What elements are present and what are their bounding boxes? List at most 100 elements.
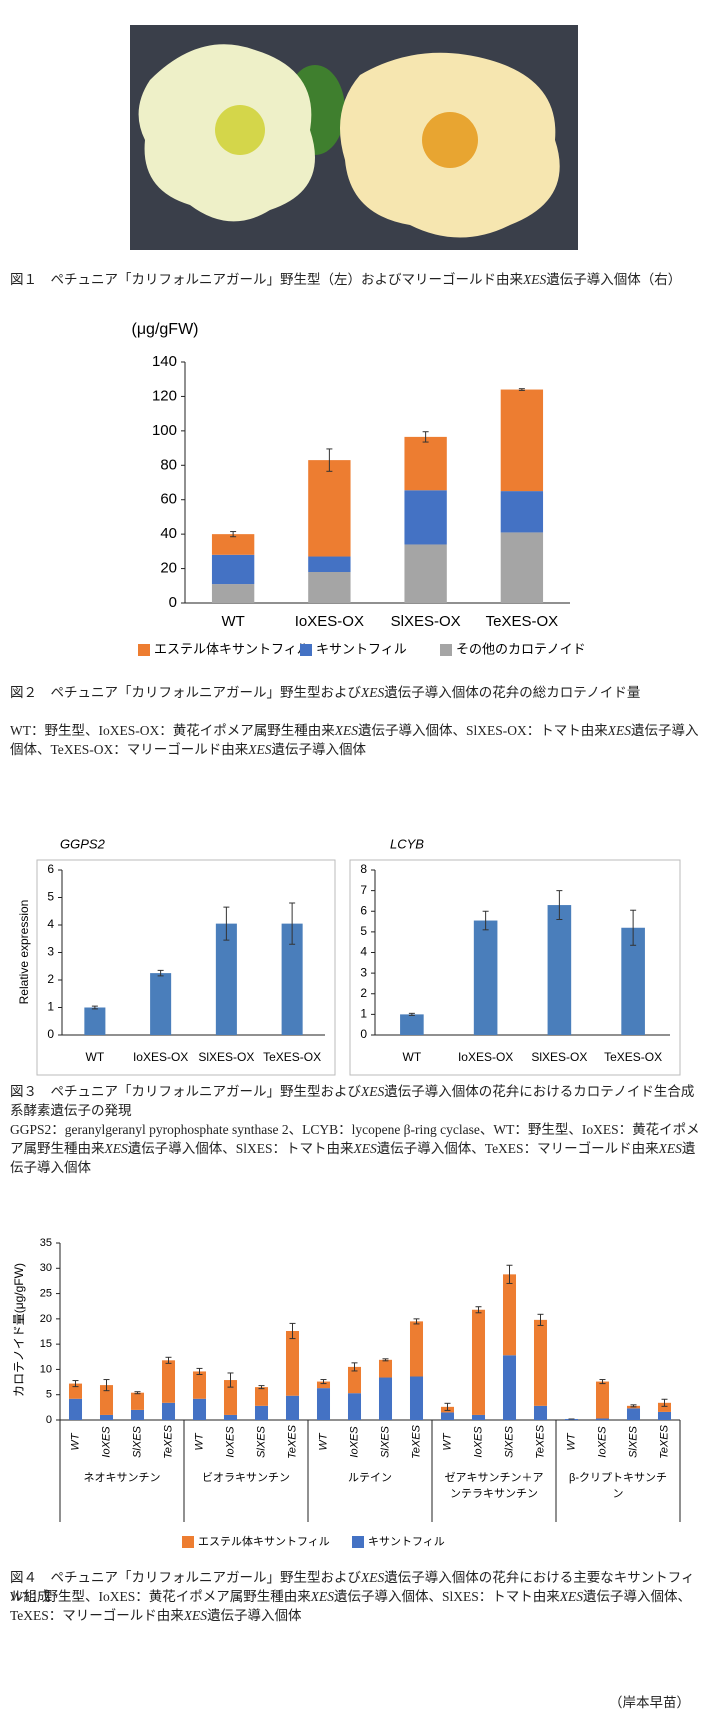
bar-segment bbox=[500, 491, 544, 533]
caption-text: 図２ ペチュニア「カリフォルニアガール」野生型および bbox=[10, 685, 361, 700]
bar-segment bbox=[316, 1388, 331, 1420]
group-label: ビオラキサンチン bbox=[202, 1472, 290, 1484]
bar-segment bbox=[285, 1330, 300, 1396]
bar-segment bbox=[404, 544, 447, 603]
x-tick-label: WT bbox=[86, 1050, 105, 1064]
y-tick-label: 20 bbox=[160, 560, 177, 577]
x-tick-label: SlXES bbox=[379, 1425, 391, 1457]
x-tick-label: IoXES bbox=[348, 1426, 360, 1458]
caption-text: 遺伝子導入個体、SlXES：トマト由来 bbox=[334, 1589, 560, 1604]
error-bar bbox=[196, 1367, 203, 1375]
group-label: ルテイン bbox=[348, 1472, 392, 1484]
bar bbox=[547, 905, 572, 1035]
y-tick-label: 40 bbox=[160, 525, 177, 542]
error-bar bbox=[91, 1005, 98, 1010]
caption-text: XES bbox=[353, 1141, 377, 1156]
y-tick-label: 100 bbox=[152, 422, 177, 439]
x-tick-label: WT bbox=[221, 613, 244, 630]
x-tick-label: SlXES-OX bbox=[531, 1050, 587, 1064]
x-tick-label: SlXES bbox=[627, 1425, 639, 1457]
x-tick-label: WT bbox=[403, 1050, 422, 1064]
y-tick-label: 2 bbox=[360, 986, 367, 1000]
author: （岸本早苗） bbox=[609, 1695, 690, 1710]
legend-swatch bbox=[352, 1536, 364, 1548]
y-tick-label: 20 bbox=[40, 1313, 52, 1325]
y-tick-label: 15 bbox=[40, 1338, 52, 1350]
caption-text: XES bbox=[523, 272, 547, 287]
error-bar bbox=[223, 906, 230, 941]
figure-3-caption: 図３ ペチュニア「カリフォルニアガール」野生型およびXES遺伝子導入個体の花弁に… bbox=[10, 1082, 700, 1120]
bar-segment bbox=[130, 1392, 145, 1410]
legend-label: キサントフィル bbox=[368, 1535, 445, 1548]
error-bar bbox=[630, 1404, 637, 1408]
group-label: ゼアキサンチン＋アンテラキサンチン bbox=[444, 1472, 544, 1500]
bar-segment bbox=[211, 554, 255, 585]
y-axis-label: Relative expression bbox=[17, 900, 31, 1005]
figure-2-note: WT：野生型、IoXES-OX：黄花イポメア属野生種由来XES遺伝子導入個体、S… bbox=[10, 721, 700, 759]
y-tick-label: 0 bbox=[360, 1027, 367, 1041]
x-tick-label: IoXES bbox=[224, 1426, 236, 1458]
x-tick-label: WT bbox=[565, 1432, 577, 1450]
bar bbox=[621, 927, 645, 1035]
error-bar bbox=[422, 431, 429, 443]
bar-segment bbox=[404, 436, 447, 491]
chart-title: LCYB bbox=[390, 836, 424, 851]
bar bbox=[281, 923, 303, 1035]
legend-swatch bbox=[182, 1536, 194, 1548]
bar-segment bbox=[161, 1360, 176, 1403]
bar-segment bbox=[500, 389, 544, 492]
caption-text: XES bbox=[361, 1084, 385, 1099]
caption-text: XES bbox=[310, 1589, 334, 1604]
bar-segment bbox=[440, 1412, 455, 1420]
caption-text: WT：野生型、IoXES：黄花イポメア属野生種由来 bbox=[10, 1589, 311, 1604]
error-bar bbox=[320, 1379, 327, 1385]
caption-text: 遺伝子導入個体、TeXES：マリーゴールド由来 bbox=[376, 1141, 659, 1156]
bar-segment bbox=[378, 1359, 393, 1378]
error-bar bbox=[537, 1313, 544, 1326]
y-tick-label: 120 bbox=[152, 387, 177, 404]
bar-segment bbox=[595, 1418, 610, 1420]
bar-segment bbox=[471, 1414, 486, 1420]
bar-segment bbox=[533, 1319, 548, 1406]
y-tick-label: 80 bbox=[160, 456, 177, 473]
y-tick-label: 3 bbox=[360, 965, 367, 979]
x-tick-label: SlXES bbox=[131, 1425, 143, 1457]
caption-text: 遺伝子導入個体、SlXES-OX：トマト由来 bbox=[357, 723, 608, 738]
x-tick-label: IoXES bbox=[100, 1426, 112, 1458]
caption-text: XES bbox=[559, 1589, 584, 1604]
x-tick-label: IoXES-OX bbox=[458, 1050, 513, 1064]
plot-frame bbox=[349, 859, 681, 1076]
bar-segment bbox=[211, 584, 255, 603]
bar-segment bbox=[223, 1380, 238, 1415]
error-bar bbox=[630, 909, 637, 946]
bar-segment bbox=[404, 490, 447, 545]
error-bar bbox=[134, 1391, 141, 1395]
error-bar bbox=[230, 531, 237, 538]
x-tick-label: TeXES bbox=[286, 1424, 298, 1459]
bar-segment bbox=[68, 1383, 83, 1399]
error-bar bbox=[408, 1012, 415, 1016]
error-bar bbox=[482, 910, 489, 931]
y-tick-label: 0 bbox=[47, 1027, 54, 1041]
chart-title: GGPS2 bbox=[60, 836, 106, 851]
caption-text: 図３ ペチュニア「カリフォルニアガール」野生型および bbox=[10, 1084, 361, 1099]
y-tick-label: 0 bbox=[169, 594, 177, 611]
caption-text: 遺伝子導入個体 bbox=[10, 1141, 696, 1175]
error-bar bbox=[518, 388, 525, 391]
caption-text: 遺伝子導入個体、TeXES：マリーゴールド由来 bbox=[10, 1589, 692, 1623]
error-bar bbox=[289, 1322, 296, 1340]
legend-label: エステル体キサントフィル bbox=[154, 641, 310, 656]
bar-segment bbox=[308, 556, 351, 573]
error-bar bbox=[382, 1358, 389, 1362]
legend-label: その他のカロテノイド bbox=[456, 641, 586, 656]
x-tick-label: TeXES bbox=[162, 1424, 174, 1459]
bar-segment bbox=[161, 1402, 176, 1420]
error-bar bbox=[413, 1318, 420, 1325]
x-tick-label: IoXES-OX bbox=[295, 613, 364, 630]
bar-segment bbox=[657, 1402, 672, 1412]
y-tick-label: 35 bbox=[40, 1237, 52, 1249]
caption-text: 遺伝子導入個体 bbox=[271, 742, 367, 757]
y-tick-label: 4 bbox=[47, 917, 54, 931]
error-bar bbox=[103, 1379, 110, 1392]
